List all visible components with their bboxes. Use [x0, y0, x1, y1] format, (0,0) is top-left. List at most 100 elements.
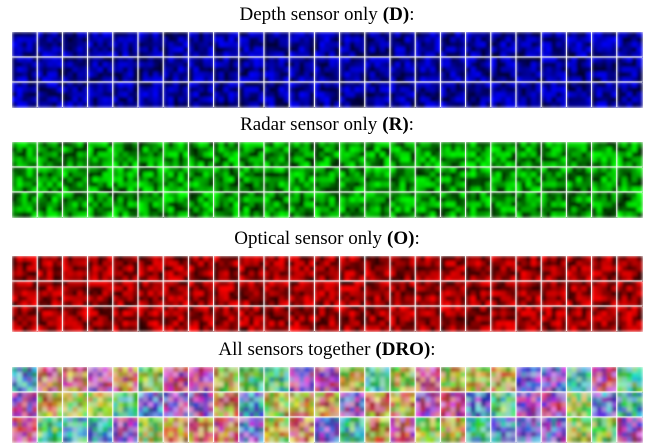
tile-cell: [496, 62, 502, 68]
tile-cell: [198, 82, 204, 88]
tile-cell: [67, 37, 73, 43]
tile-cell: [576, 202, 582, 208]
tile-cell: [501, 271, 507, 277]
tile-cell: [330, 296, 336, 302]
filter-tile: [466, 142, 492, 168]
tile-cell: [214, 32, 220, 38]
tile-cell: [576, 142, 582, 148]
tile-cell: [365, 212, 371, 218]
filter-tile: [491, 57, 517, 83]
tile-cell: [516, 212, 522, 218]
tile-cell: [72, 82, 78, 88]
tile-cell: [264, 177, 270, 183]
tile-cell: [330, 97, 336, 103]
tile-cell: [319, 72, 325, 78]
tile-cell: [113, 47, 119, 53]
tile-cell: [355, 177, 361, 183]
tile-cell: [27, 82, 33, 88]
tile-cell: [456, 32, 462, 38]
tile-cell: [597, 67, 603, 73]
tile-cell: [380, 212, 386, 218]
tile-cell: [219, 67, 225, 73]
tile-cell: [314, 271, 320, 277]
tile-cell: [375, 167, 381, 173]
tile-cell: [501, 47, 507, 53]
tile-cell: [365, 72, 371, 78]
tile-cell: [72, 261, 78, 267]
tile-cell: [546, 102, 552, 108]
tile-cell: [521, 177, 527, 183]
tile-cell: [582, 47, 588, 53]
tile-cell: [576, 92, 582, 98]
tile-cell: [123, 207, 129, 213]
tile-cell: [566, 57, 572, 63]
tile-cell: [582, 256, 588, 262]
tile-cell: [466, 57, 472, 63]
tile-cell: [597, 62, 603, 68]
tile-cell: [617, 192, 623, 198]
tile-cell: [602, 57, 608, 63]
tile-cell: [72, 167, 78, 173]
tile-cell: [365, 42, 371, 48]
tile-cell: [67, 152, 73, 158]
tile-cell: [113, 212, 119, 218]
tile-cell: [425, 261, 431, 267]
tile-cell: [405, 147, 411, 153]
tile-cell: [193, 291, 199, 297]
tile-cell: [456, 72, 462, 78]
tile-cell: [72, 202, 78, 208]
tile-cell: [304, 42, 310, 48]
tile-cell: [541, 207, 547, 213]
tile-cell: [224, 291, 230, 297]
tile-cell: [37, 261, 43, 267]
tile-cell: [516, 261, 522, 267]
tile-cell: [88, 147, 94, 153]
tile-cell: [229, 296, 235, 302]
tile-cell: [289, 296, 295, 302]
tile-cell: [516, 32, 522, 38]
filter-tile: [314, 256, 340, 282]
tile-cell: [496, 97, 502, 103]
tile-cell: [123, 271, 129, 277]
tile-cell: [456, 142, 462, 148]
tile-cell: [47, 172, 53, 178]
tile-cell: [445, 197, 451, 203]
tile-cell: [566, 32, 572, 38]
tile-cell: [375, 97, 381, 103]
tile-cell: [375, 32, 381, 38]
tile-cell: [42, 212, 48, 218]
tile-cell: [47, 47, 53, 53]
tile-cell: [52, 266, 58, 272]
tile-cell: [173, 286, 179, 292]
tile-cell: [98, 97, 104, 103]
filter-tile: [415, 142, 441, 168]
tile-cell: [143, 57, 149, 63]
tile-cell: [576, 167, 582, 173]
tile-cell: [546, 62, 552, 68]
tile-cell: [450, 42, 456, 48]
tile-cell: [274, 281, 280, 287]
tile-cell: [340, 266, 346, 272]
tile-cell: [93, 87, 99, 93]
tile-cell: [294, 47, 300, 53]
tile-cell: [42, 42, 48, 48]
tile-cell: [153, 47, 159, 53]
tile-cell: [42, 157, 48, 163]
tile-cell: [37, 102, 43, 108]
tile-cell: [17, 72, 23, 78]
tile-cell: [62, 142, 68, 148]
tile-cell: [17, 97, 23, 103]
tile-cell: [481, 102, 487, 108]
tile-cell: [330, 57, 336, 63]
tile-cell: [607, 177, 613, 183]
tile-cell: [355, 291, 361, 297]
tile-cell: [52, 87, 58, 93]
tile-cell: [405, 212, 411, 218]
tile-cell: [430, 37, 436, 43]
tile-cell: [324, 182, 330, 188]
tile-cell: [607, 62, 613, 68]
tile-cell: [42, 207, 48, 213]
tile-cell: [289, 147, 295, 153]
filter-tile: [592, 82, 618, 108]
filter-tile: [566, 32, 592, 58]
